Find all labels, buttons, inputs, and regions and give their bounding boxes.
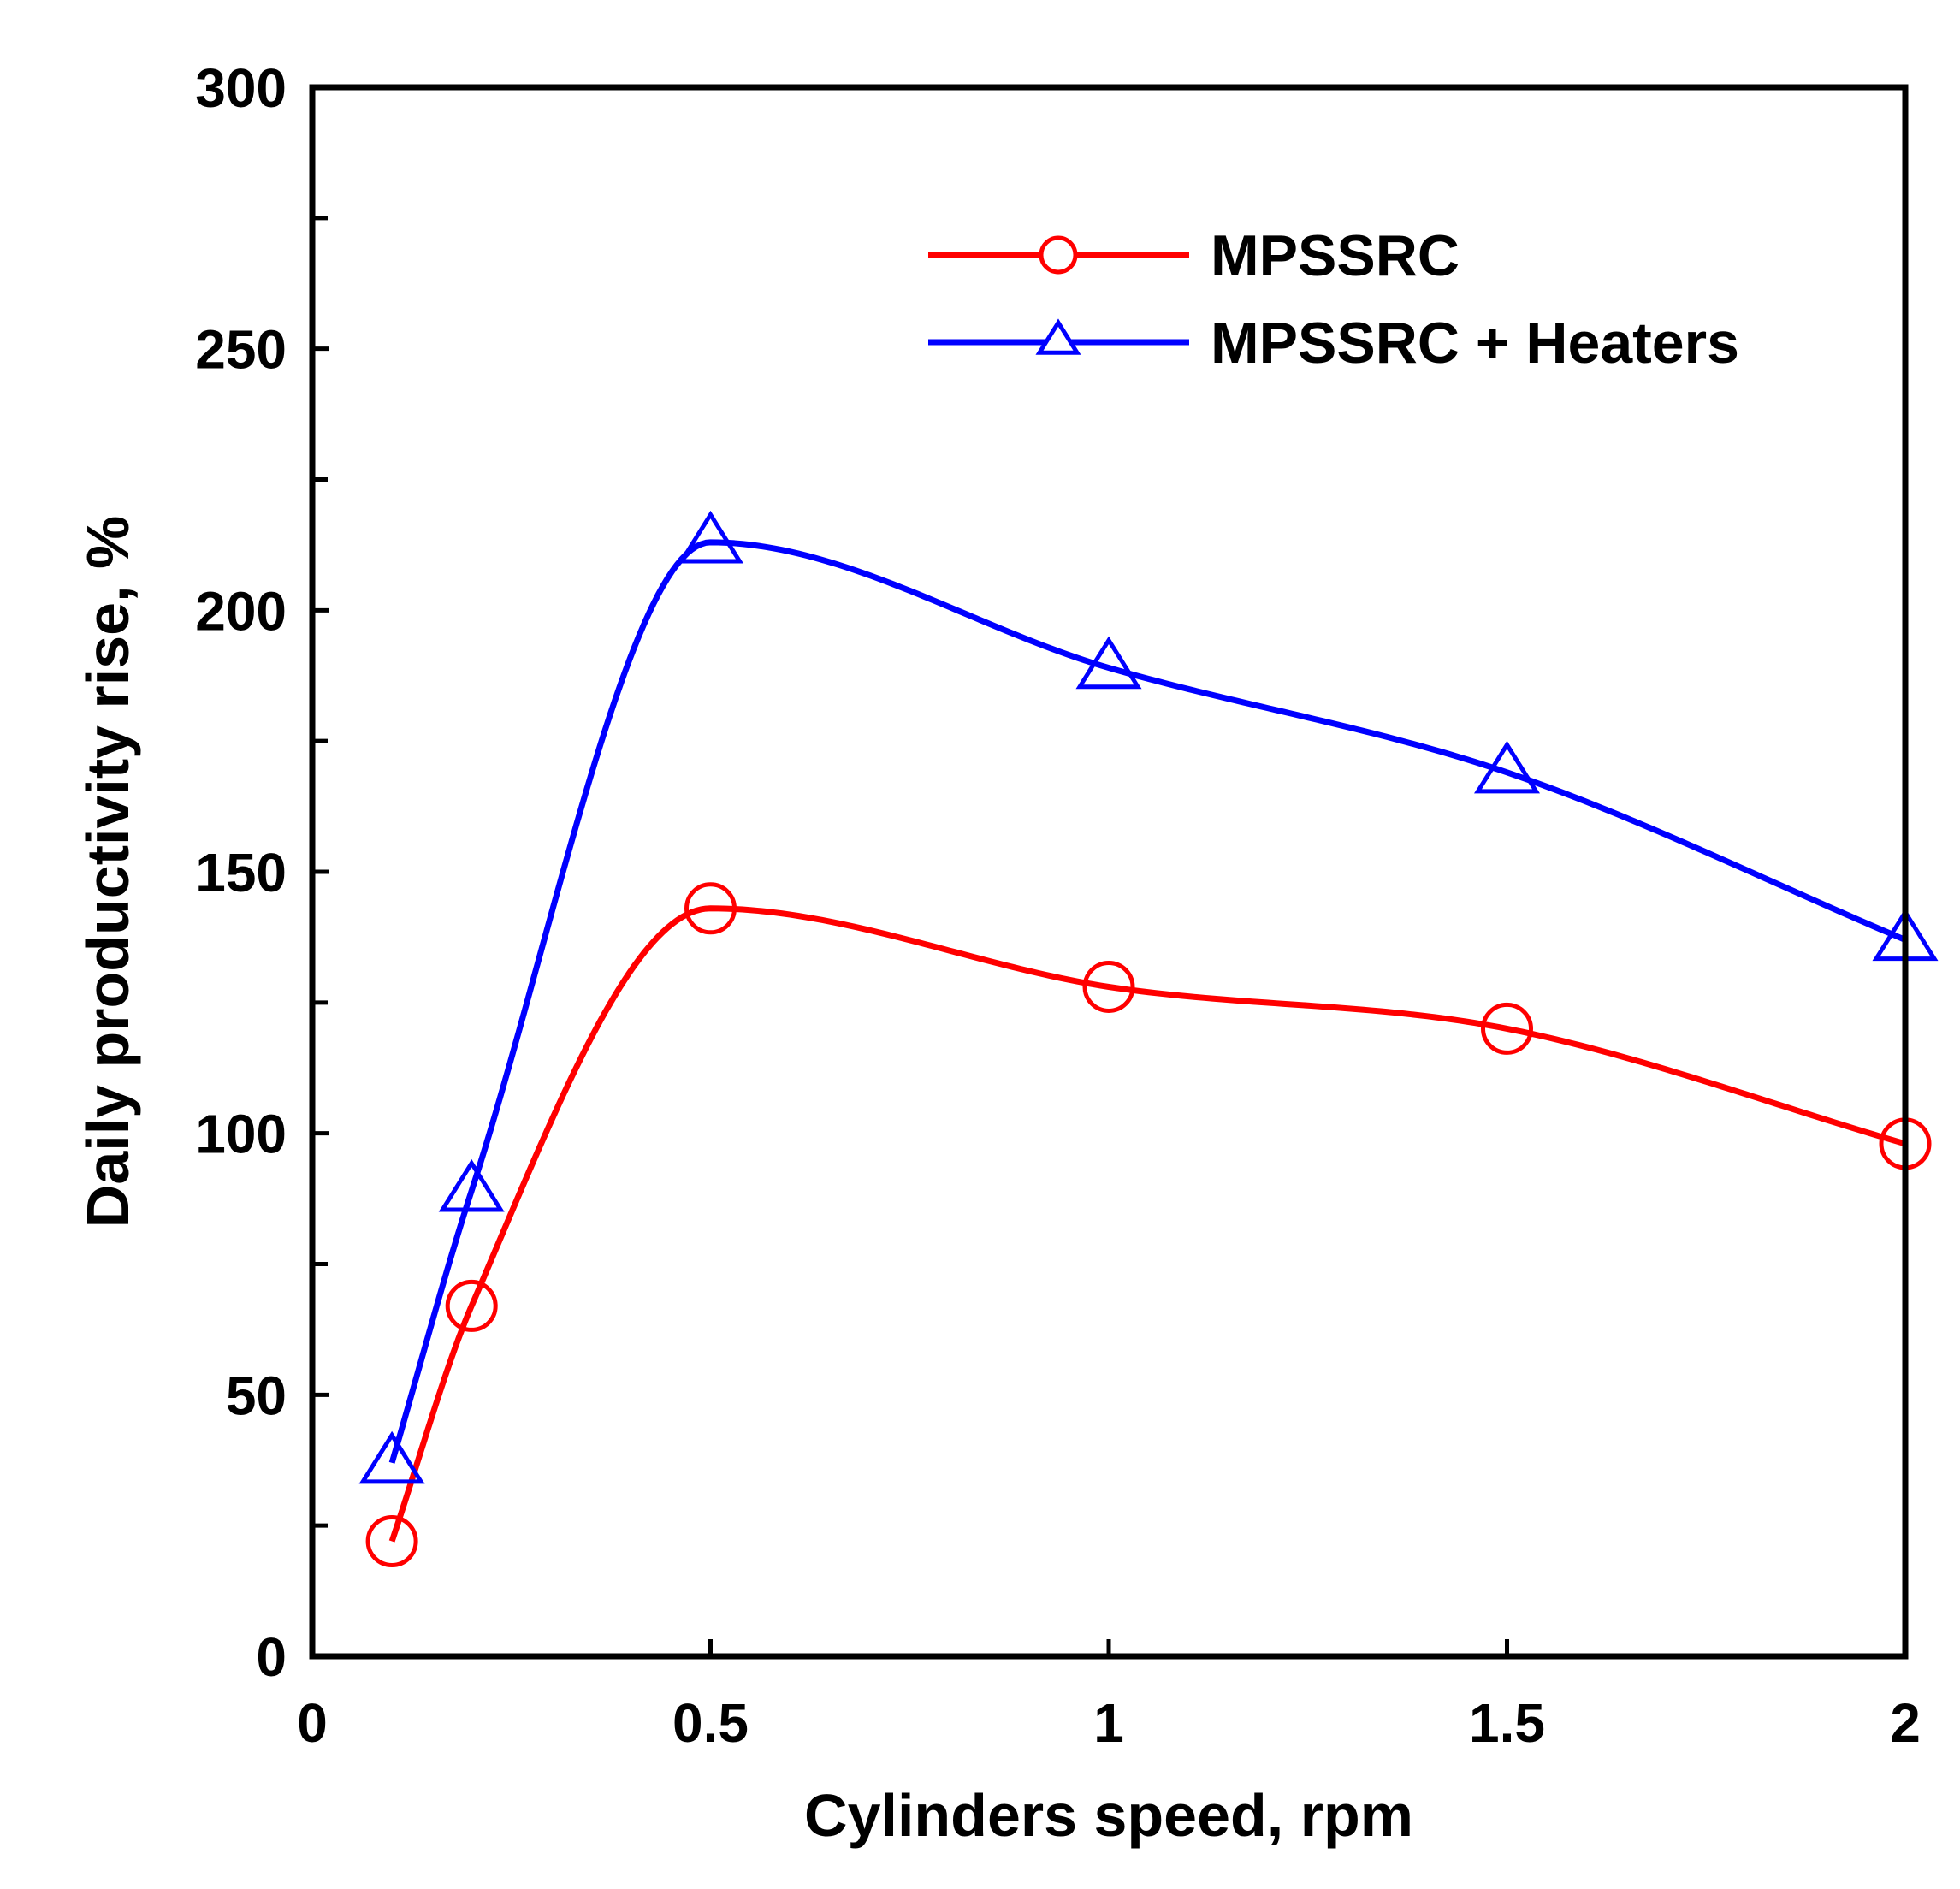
data-point-marker <box>1075 636 1142 690</box>
y-axis-title: Daily productivity rise, % <box>74 516 141 1228</box>
y-tick-label: 250 <box>195 319 287 381</box>
legend-marker <box>1039 235 1078 275</box>
series-line <box>388 539 1907 1464</box>
y-tick-label: 300 <box>195 57 287 119</box>
series-group <box>358 510 1939 1568</box>
legend-label: MPSSRC + Heaters <box>1211 311 1739 376</box>
data-point-marker <box>684 882 737 935</box>
data-point-marker <box>365 1515 418 1568</box>
plot-area-frame <box>309 84 1909 1660</box>
data-point-marker <box>677 510 744 564</box>
series-line <box>388 905 1906 1543</box>
legend-marker <box>1035 318 1081 355</box>
x-tick-label: 1.5 <box>1469 1692 1545 1754</box>
y-tick-label: 50 <box>226 1365 287 1426</box>
x-tick-label: 2 <box>1890 1692 1921 1754</box>
data-point-marker <box>1082 960 1135 1013</box>
x-tick-label: 0 <box>297 1692 328 1754</box>
legend: MPSSRC MPSSRC + Heaters <box>928 223 1739 376</box>
x-tick-label: 0.5 <box>672 1692 749 1754</box>
y-tick-label: 100 <box>195 1104 287 1165</box>
x-axis-title: Cylinders speed, rpm <box>804 1782 1413 1849</box>
data-point-marker <box>438 1158 505 1212</box>
y-tick-label: 150 <box>195 842 287 903</box>
data-point-marker <box>445 1279 498 1332</box>
legend-label: MPSSRC <box>1211 223 1460 288</box>
data-point-marker <box>1481 1002 1533 1055</box>
tick-labels: 0 50 100 150 200 250 300 0 0.5 1 1.5 2 <box>195 57 1921 1754</box>
x-tick-label: 1 <box>1093 1692 1124 1754</box>
y-tick-label: 200 <box>195 580 287 642</box>
data-point-marker <box>358 1430 425 1484</box>
y-tick-label: 0 <box>256 1626 287 1688</box>
data-point-marker <box>1473 740 1541 794</box>
